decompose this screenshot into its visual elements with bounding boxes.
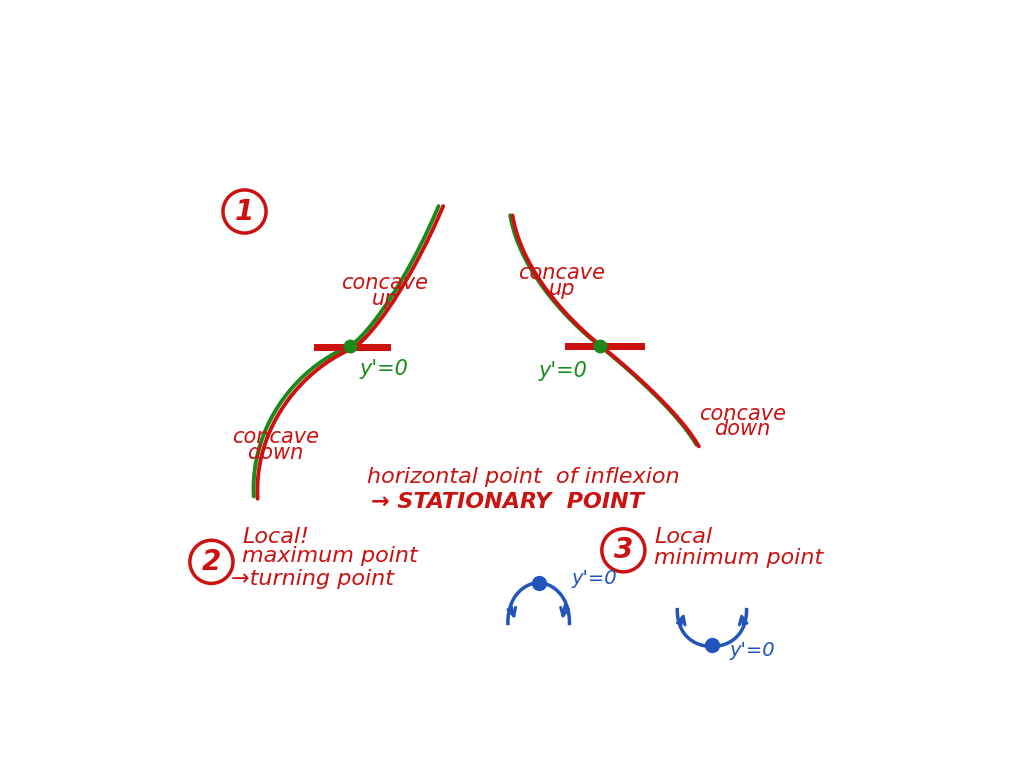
Text: concave: concave [341, 273, 428, 293]
Text: concave: concave [518, 263, 605, 283]
Text: y'=0: y'=0 [539, 361, 588, 381]
Text: down: down [247, 442, 303, 462]
Text: y'=0: y'=0 [359, 359, 409, 379]
Text: → STATIONARY  POINT: → STATIONARY POINT [372, 492, 644, 511]
Text: maximum point: maximum point [243, 547, 418, 567]
Text: up: up [372, 289, 398, 309]
Text: concave: concave [231, 427, 318, 447]
Text: horizontal point  of inflexion: horizontal point of inflexion [367, 467, 680, 487]
Text: concave: concave [699, 404, 786, 424]
Text: 2: 2 [202, 548, 221, 576]
Text: Local: Local [654, 527, 712, 548]
Text: up: up [549, 279, 575, 299]
Text: →turning point: →turning point [230, 569, 393, 589]
Text: y'=0: y'=0 [730, 641, 775, 660]
Text: down: down [715, 419, 771, 439]
Text: minimum point: minimum point [654, 548, 823, 568]
Text: y'=0: y'=0 [571, 569, 616, 588]
Text: 1: 1 [234, 197, 254, 226]
Text: 3: 3 [613, 536, 633, 564]
Text: Local!: Local! [243, 527, 309, 548]
